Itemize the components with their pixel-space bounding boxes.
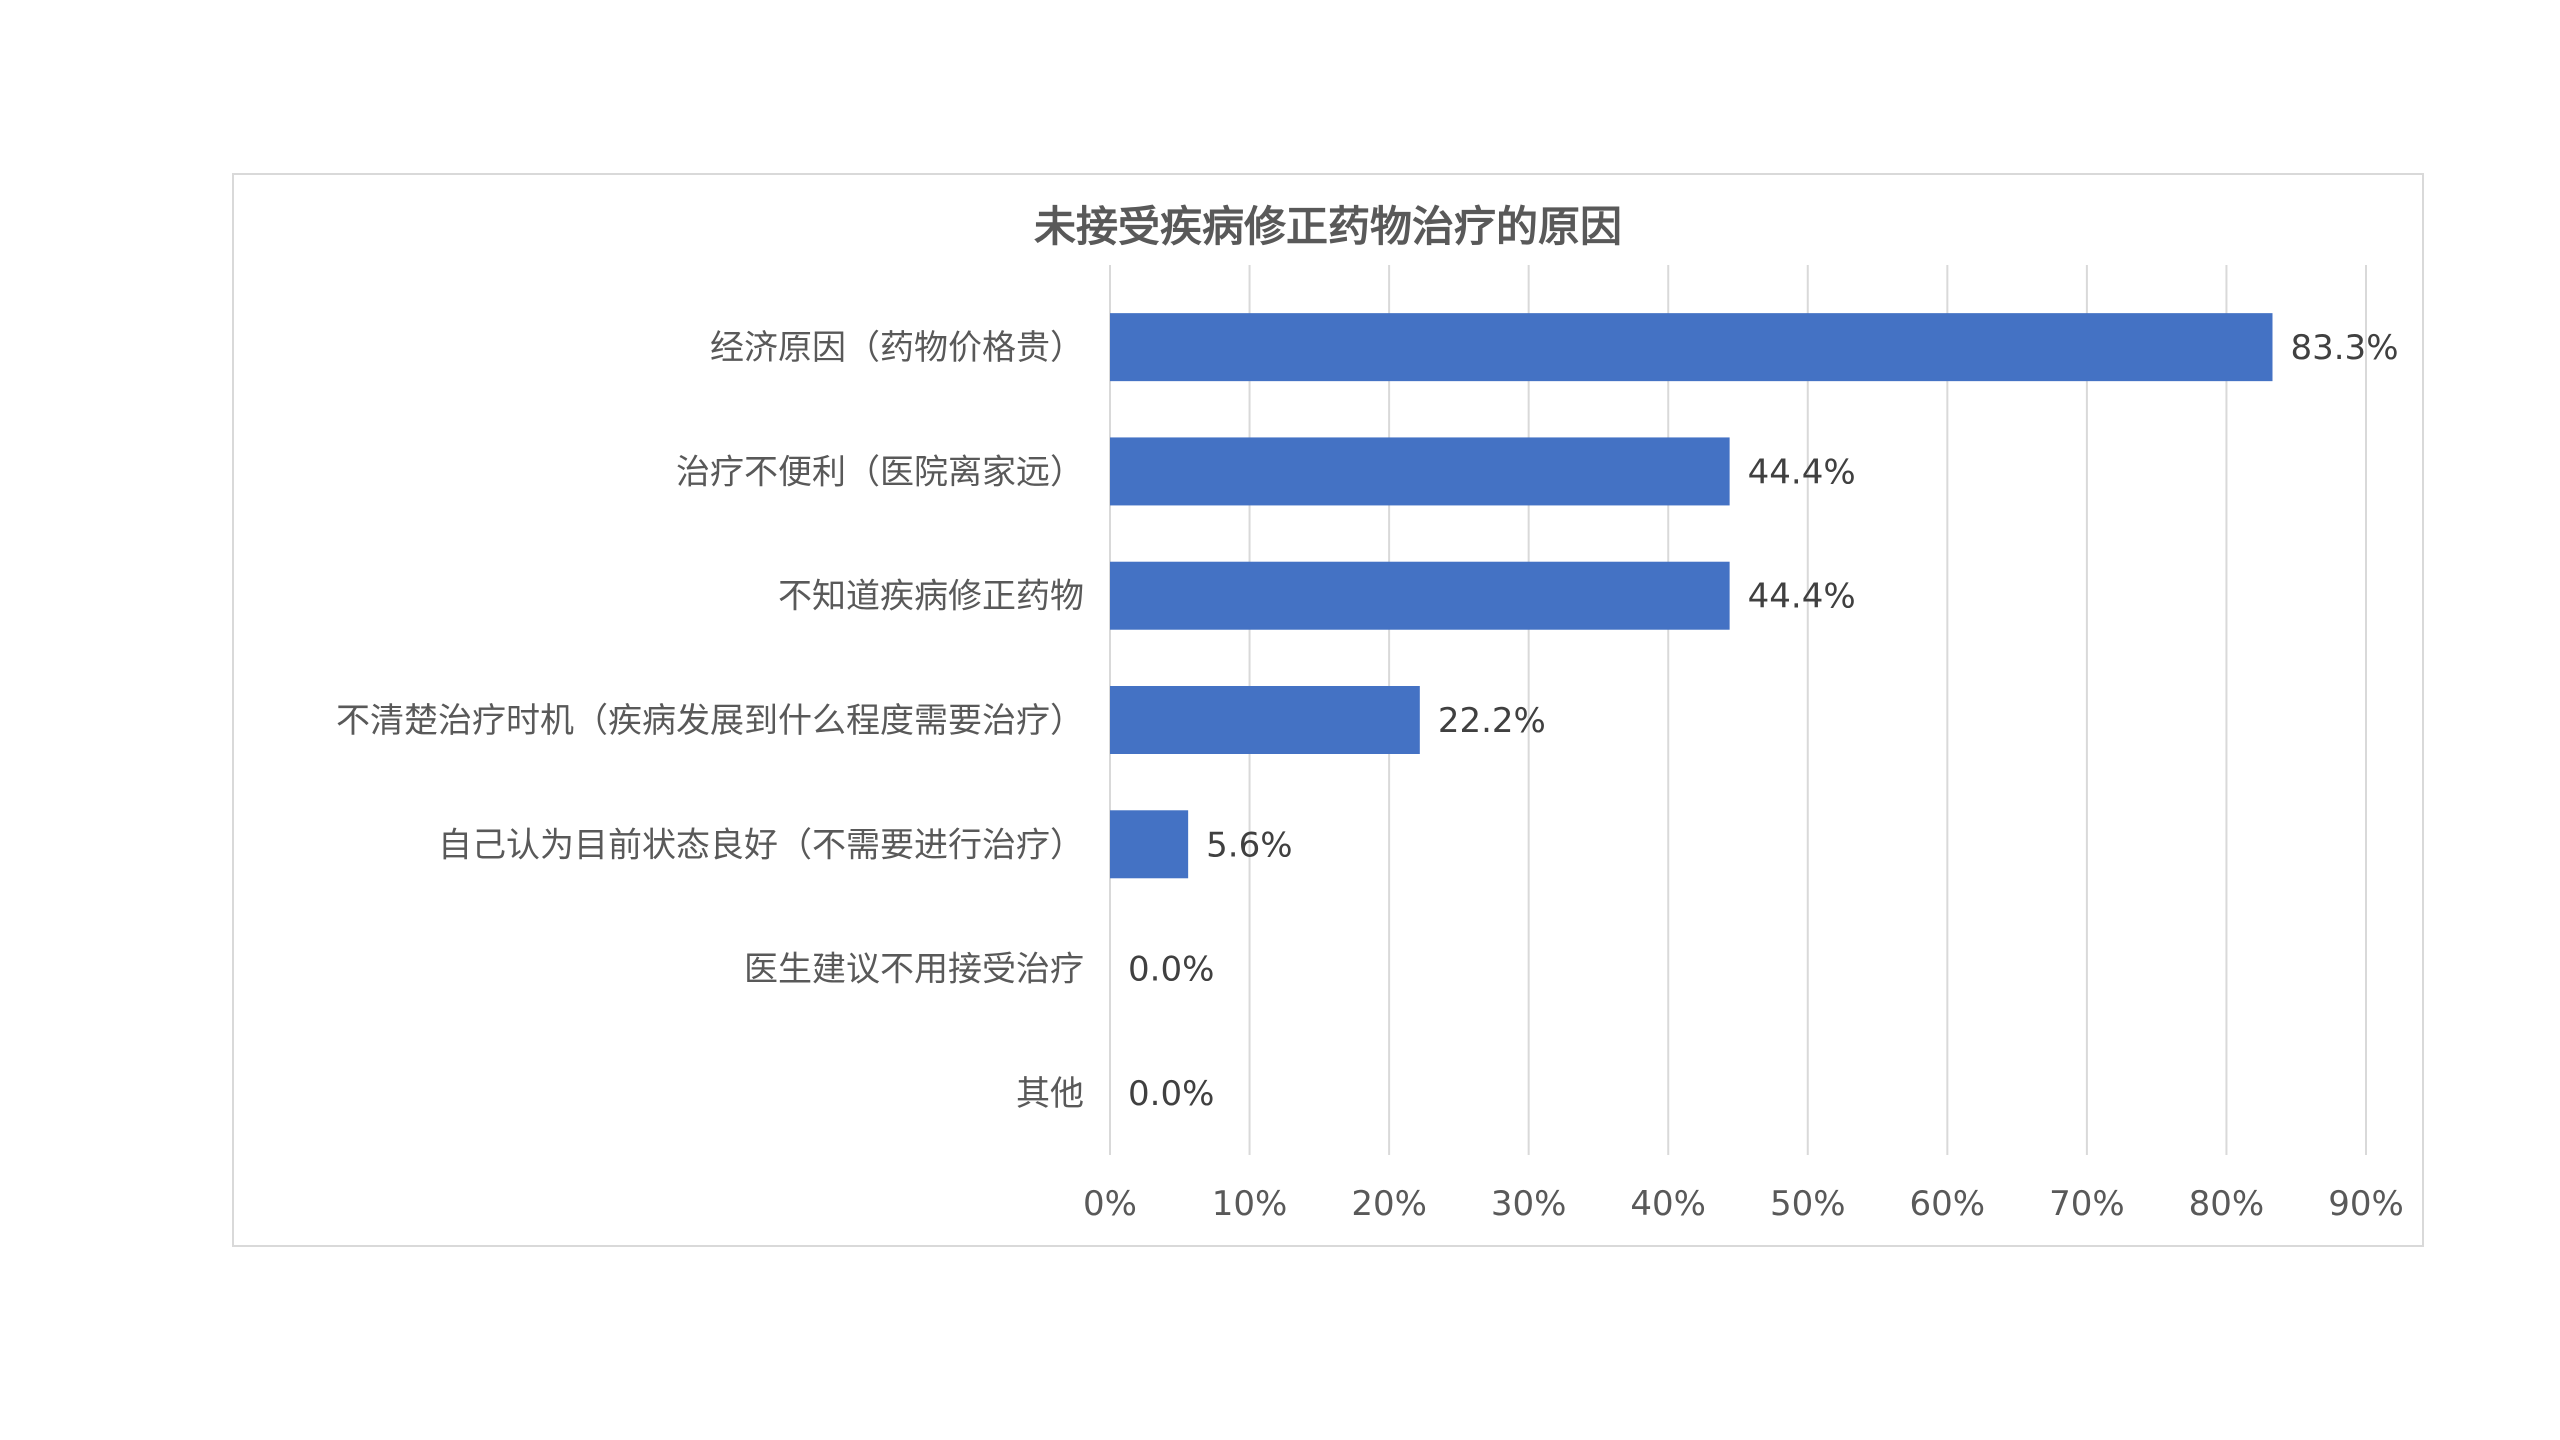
bars — [1110, 313, 2273, 879]
category-label: 自己认为目前状态良好（不需要进行治疗） — [438, 825, 1084, 865]
bar — [1110, 686, 1420, 754]
bar-chart: 0% 10% 20% 30% 40% 50% 60% 70% 80% 90% 经济原因（药物价格贵）… — [336, 265, 2404, 1224]
category-label: 治疗不便利（医院离家远） — [676, 452, 1084, 492]
data-label: 0.0% — [1128, 1074, 1214, 1114]
bar — [1110, 313, 2273, 382]
x-tick-label: 50% — [1770, 1184, 1846, 1224]
bar — [1110, 810, 1189, 879]
x-tick-label: 30% — [1491, 1184, 1567, 1224]
category-label: 不清楚治疗时机（疾病发展到什么程度需要治疗） — [336, 701, 1084, 741]
data-label: 22.2% — [1438, 701, 1546, 741]
data-label: 83.3% — [2290, 328, 2398, 368]
bar — [1110, 437, 1730, 506]
data-label: 44.4% — [1748, 452, 1856, 492]
category-label: 不知道疾病修正药物 — [778, 577, 1084, 617]
bar — [1110, 561, 1730, 630]
x-tick-label: 20% — [1351, 1184, 1427, 1224]
data-label: 0.0% — [1128, 950, 1214, 990]
chart-frame: 未接受疾病修正药物治疗的原因 0% 10% 20% 30% 40% 50% 60% 70% 80… — [232, 173, 2424, 1247]
x-tick-label: 90% — [2328, 1184, 2404, 1224]
x-tick-label: 80% — [2189, 1184, 2265, 1224]
data-label: 5.6% — [1206, 825, 1292, 865]
labels: 0% 10% 20% 30% 40% 50% 60% 70% 80% 90% 经济原因（药物价格贵）… — [336, 328, 2404, 1224]
x-tick-label: 0% — [1083, 1184, 1137, 1224]
x-tick-label: 60% — [1910, 1184, 1986, 1224]
x-tick-label: 40% — [1630, 1184, 1706, 1224]
category-label: 其他 — [1016, 1074, 1084, 1114]
chart-title: 未接受疾病修正药物治疗的原因 — [1033, 202, 1622, 251]
x-tick-label: 10% — [1212, 1184, 1288, 1224]
category-label: 经济原因（药物价格贵） — [710, 328, 1084, 368]
category-label: 医生建议不用接受治疗 — [744, 950, 1084, 990]
x-tick-label: 70% — [2049, 1184, 2125, 1224]
data-label: 44.4% — [1748, 577, 1856, 617]
